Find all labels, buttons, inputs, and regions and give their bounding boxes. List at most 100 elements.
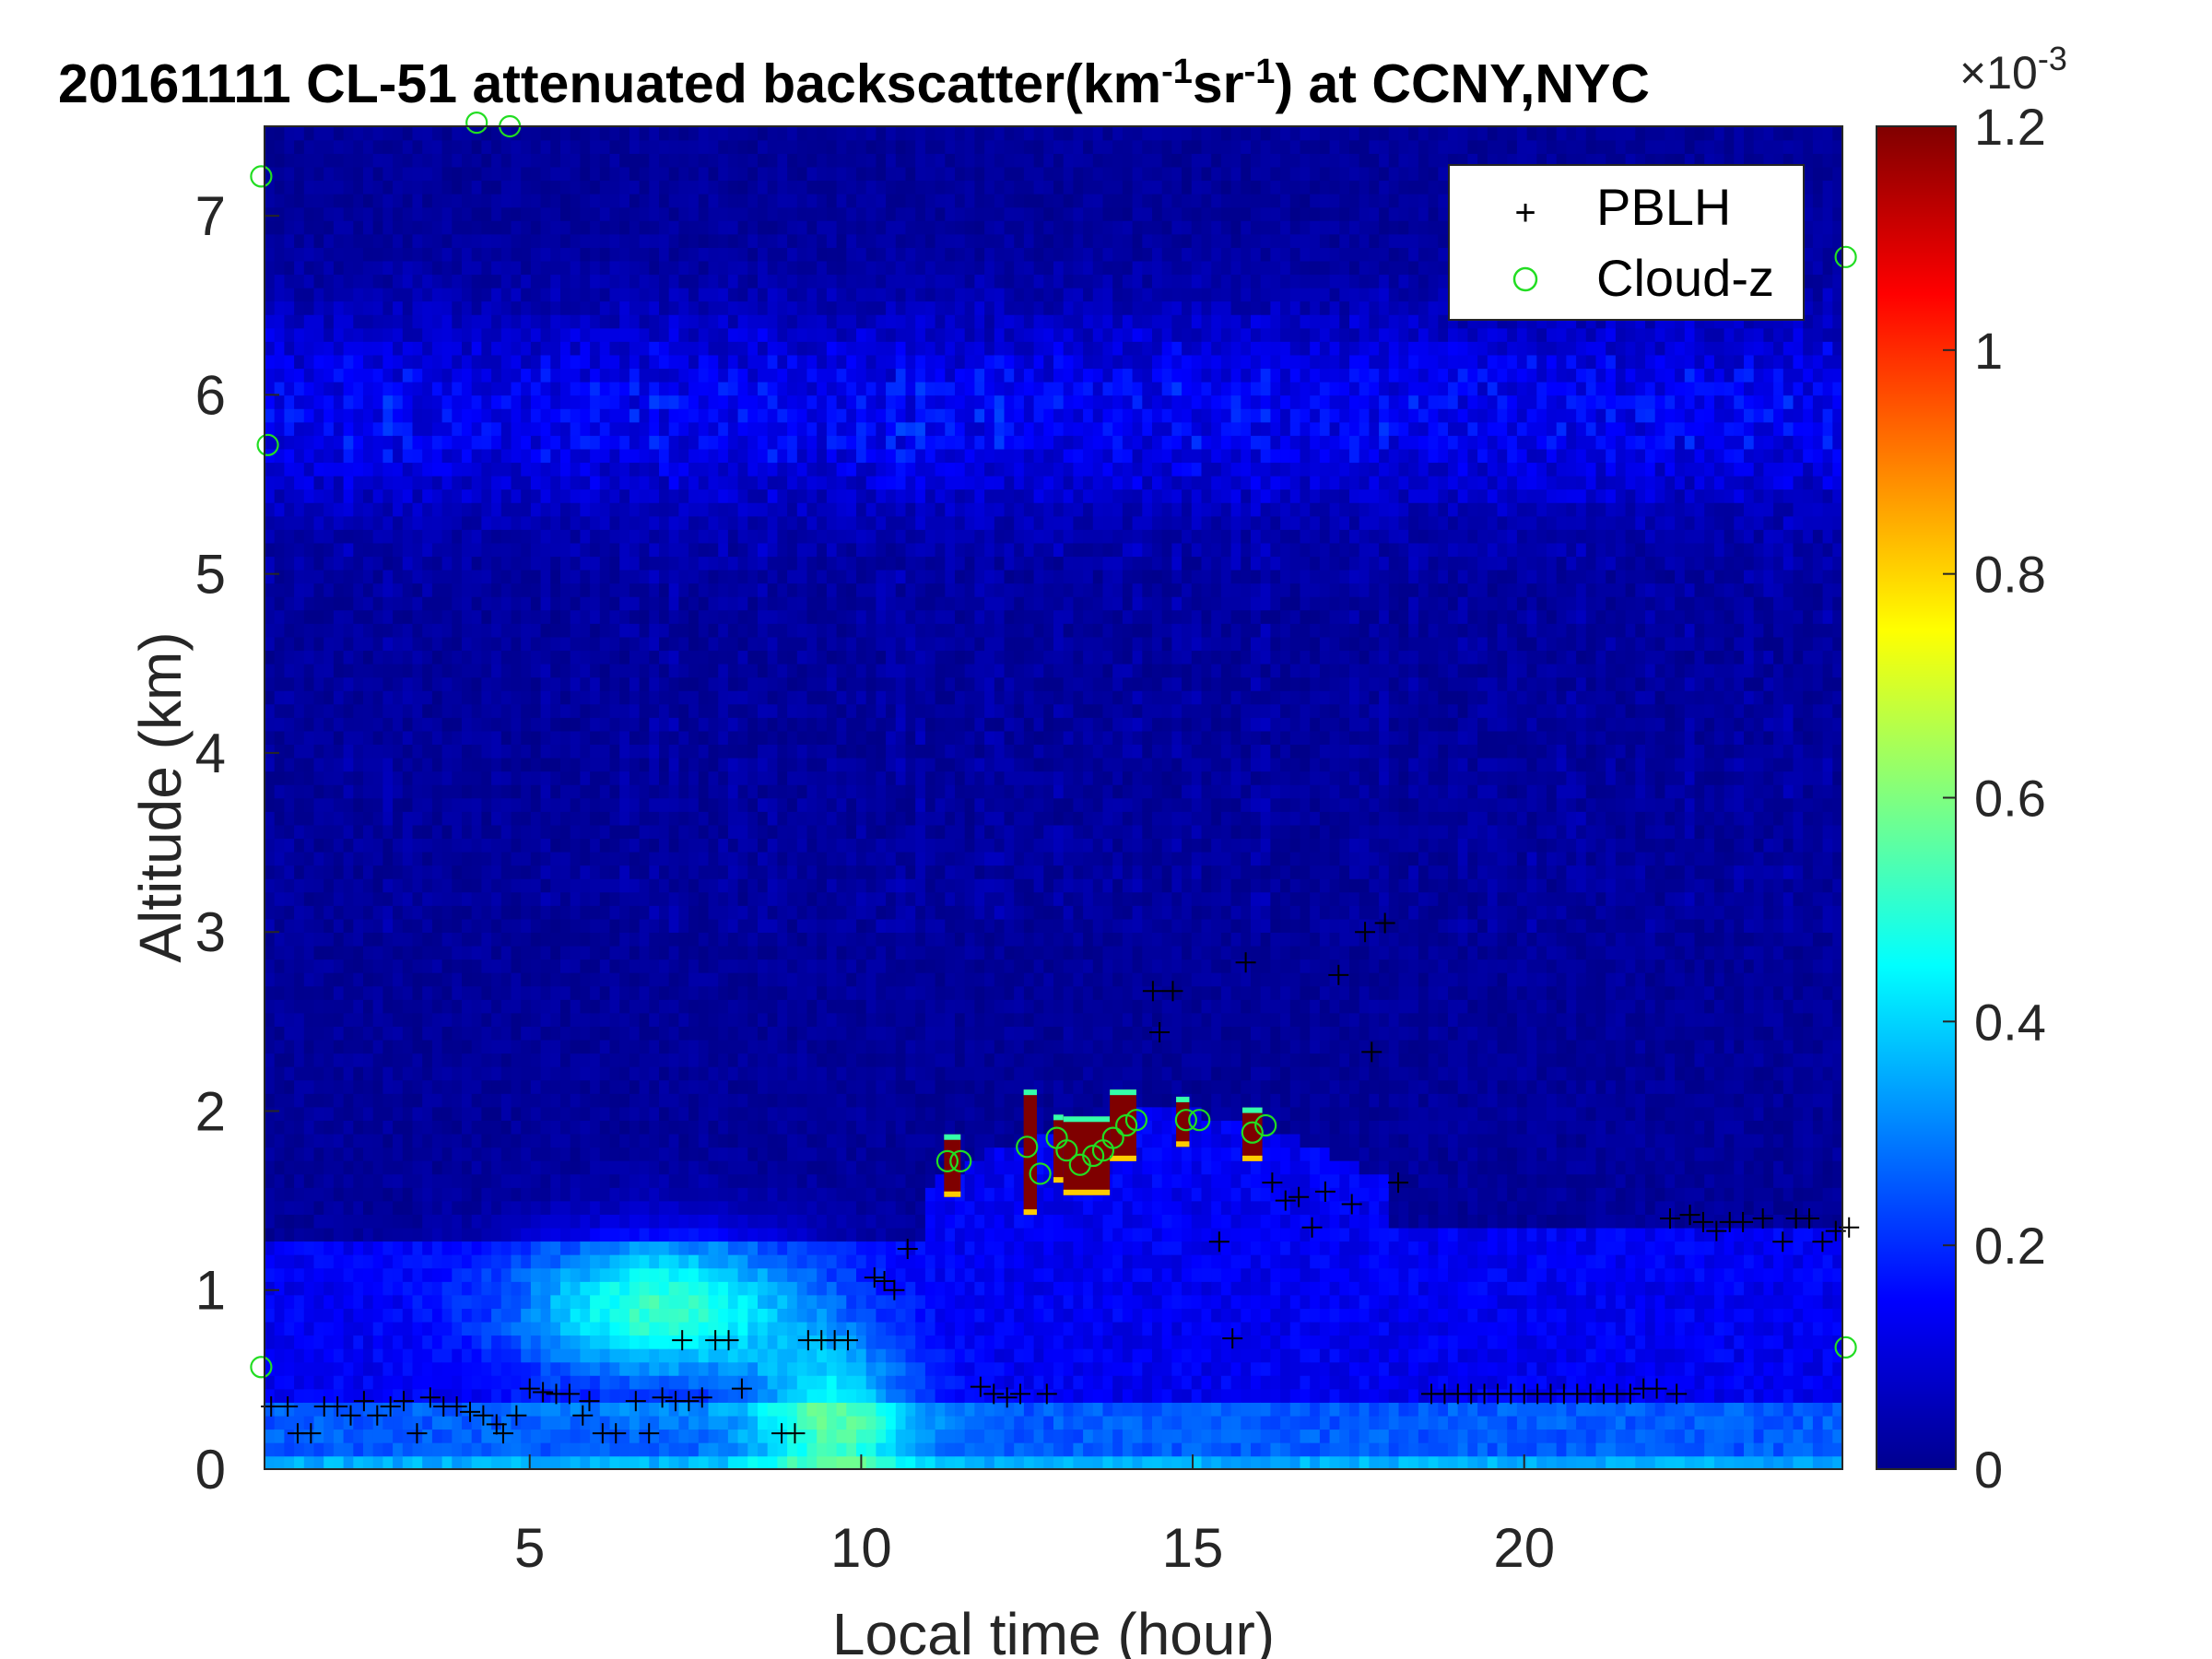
heatmap-cell bbox=[481, 435, 492, 450]
heatmap-cell bbox=[452, 1294, 463, 1309]
heatmap-cell bbox=[274, 824, 286, 839]
heatmap-cell bbox=[402, 1039, 414, 1054]
heatmap-cell bbox=[609, 166, 620, 182]
heatmap-cell bbox=[688, 300, 700, 315]
heatmap-cell bbox=[393, 636, 404, 652]
heatmap-cell bbox=[560, 985, 571, 1000]
heatmap-cell bbox=[471, 408, 483, 423]
heatmap-cell bbox=[313, 139, 324, 154]
heatmap-cell bbox=[609, 368, 620, 382]
heatmap-cell bbox=[333, 327, 345, 342]
heatmap-cell bbox=[590, 153, 601, 168]
heatmap-cell bbox=[550, 206, 561, 221]
heatmap-cell bbox=[688, 609, 700, 624]
heatmap-cell bbox=[422, 1053, 433, 1067]
heatmap-cell bbox=[353, 233, 364, 248]
heatmap-cell bbox=[412, 515, 423, 530]
heatmap-cell bbox=[609, 959, 620, 973]
heatmap-cell bbox=[294, 542, 305, 558]
heatmap-cell bbox=[284, 1039, 295, 1054]
heatmap-cell bbox=[363, 985, 374, 1000]
heatmap-cell bbox=[462, 1402, 473, 1417]
heatmap-cell bbox=[698, 636, 710, 652]
heatmap-cell bbox=[402, 314, 414, 329]
heatmap-cell bbox=[284, 636, 295, 652]
heatmap-cell bbox=[580, 233, 591, 248]
heatmap-cell bbox=[718, 462, 729, 477]
heatmap-cell bbox=[303, 421, 315, 436]
heatmap-cell bbox=[718, 488, 729, 503]
heatmap-cell bbox=[698, 945, 710, 960]
heatmap-cell bbox=[580, 1415, 591, 1430]
heatmap-cell bbox=[294, 757, 305, 772]
heatmap-cell bbox=[639, 421, 651, 436]
heatmap-cell bbox=[727, 811, 739, 826]
heatmap-cell bbox=[452, 300, 463, 315]
heatmap-cell bbox=[382, 354, 394, 370]
heatmap-cell bbox=[727, 771, 739, 785]
heatmap-cell bbox=[619, 744, 630, 759]
heatmap-cell bbox=[303, 663, 315, 678]
heatmap-cell bbox=[462, 838, 473, 853]
heatmap-cell bbox=[471, 582, 483, 597]
heatmap-cell bbox=[737, 582, 749, 597]
heatmap-cell bbox=[284, 918, 295, 933]
heatmap-cell bbox=[649, 985, 660, 1000]
heatmap-cell bbox=[402, 1429, 414, 1443]
heatmap-cell bbox=[718, 1200, 729, 1215]
heatmap-cell bbox=[678, 126, 689, 141]
heatmap-cell bbox=[452, 918, 463, 933]
heatmap-cell bbox=[491, 1347, 502, 1363]
heatmap-cell bbox=[540, 515, 552, 530]
heatmap-cell bbox=[393, 569, 404, 584]
heatmap-cell bbox=[521, 757, 532, 772]
heatmap-cell bbox=[363, 1012, 374, 1027]
heatmap-cell bbox=[678, 1241, 689, 1255]
heatmap-cell bbox=[727, 1429, 739, 1443]
heatmap-cell bbox=[609, 1187, 620, 1202]
heatmap-cell bbox=[747, 945, 759, 960]
heatmap-cell bbox=[698, 354, 710, 370]
heatmap-cell bbox=[353, 1133, 364, 1148]
heatmap-cell bbox=[668, 797, 680, 812]
heatmap-cell bbox=[441, 488, 453, 503]
heatmap-cell bbox=[668, 971, 680, 987]
heatmap-cell bbox=[294, 985, 305, 1000]
heatmap-cell bbox=[265, 623, 276, 638]
heatmap-cell bbox=[580, 636, 591, 652]
heatmap-cell bbox=[372, 502, 384, 517]
heatmap-cell bbox=[678, 636, 689, 652]
heatmap-cell bbox=[402, 233, 414, 248]
heatmap-cell bbox=[462, 1227, 473, 1242]
heatmap-cell bbox=[599, 1227, 611, 1242]
heatmap-cell bbox=[491, 569, 502, 584]
heatmap-cell bbox=[284, 730, 295, 745]
heatmap-cell bbox=[500, 595, 512, 611]
heatmap-cell bbox=[649, 260, 660, 276]
heatmap-cell bbox=[540, 797, 552, 812]
heatmap-cell bbox=[629, 233, 641, 248]
heatmap-cell bbox=[619, 247, 630, 262]
heatmap-cell bbox=[629, 448, 641, 464]
heatmap-cell bbox=[303, 1227, 315, 1242]
heatmap-cell bbox=[678, 1388, 689, 1403]
heatmap-cell bbox=[511, 1335, 522, 1349]
heatmap-cell bbox=[737, 193, 749, 208]
heatmap-cell bbox=[540, 381, 552, 396]
heatmap-cell bbox=[363, 556, 374, 571]
heatmap-cell bbox=[521, 1402, 532, 1417]
heatmap-cell bbox=[284, 1402, 295, 1417]
heatmap-cell bbox=[382, 677, 394, 691]
heatmap-cell bbox=[678, 1039, 689, 1054]
heatmap-cell bbox=[530, 1133, 542, 1148]
heatmap-cell bbox=[747, 1093, 759, 1108]
heatmap-cell bbox=[659, 421, 670, 436]
heatmap-cell bbox=[372, 327, 384, 342]
heatmap-cell bbox=[382, 206, 394, 221]
heatmap-cell bbox=[491, 206, 502, 221]
heatmap-cell bbox=[570, 435, 582, 450]
heatmap-cell bbox=[303, 1308, 315, 1323]
heatmap-cell bbox=[590, 771, 601, 785]
heatmap-cell bbox=[708, 556, 719, 571]
heatmap-cell bbox=[530, 300, 542, 315]
